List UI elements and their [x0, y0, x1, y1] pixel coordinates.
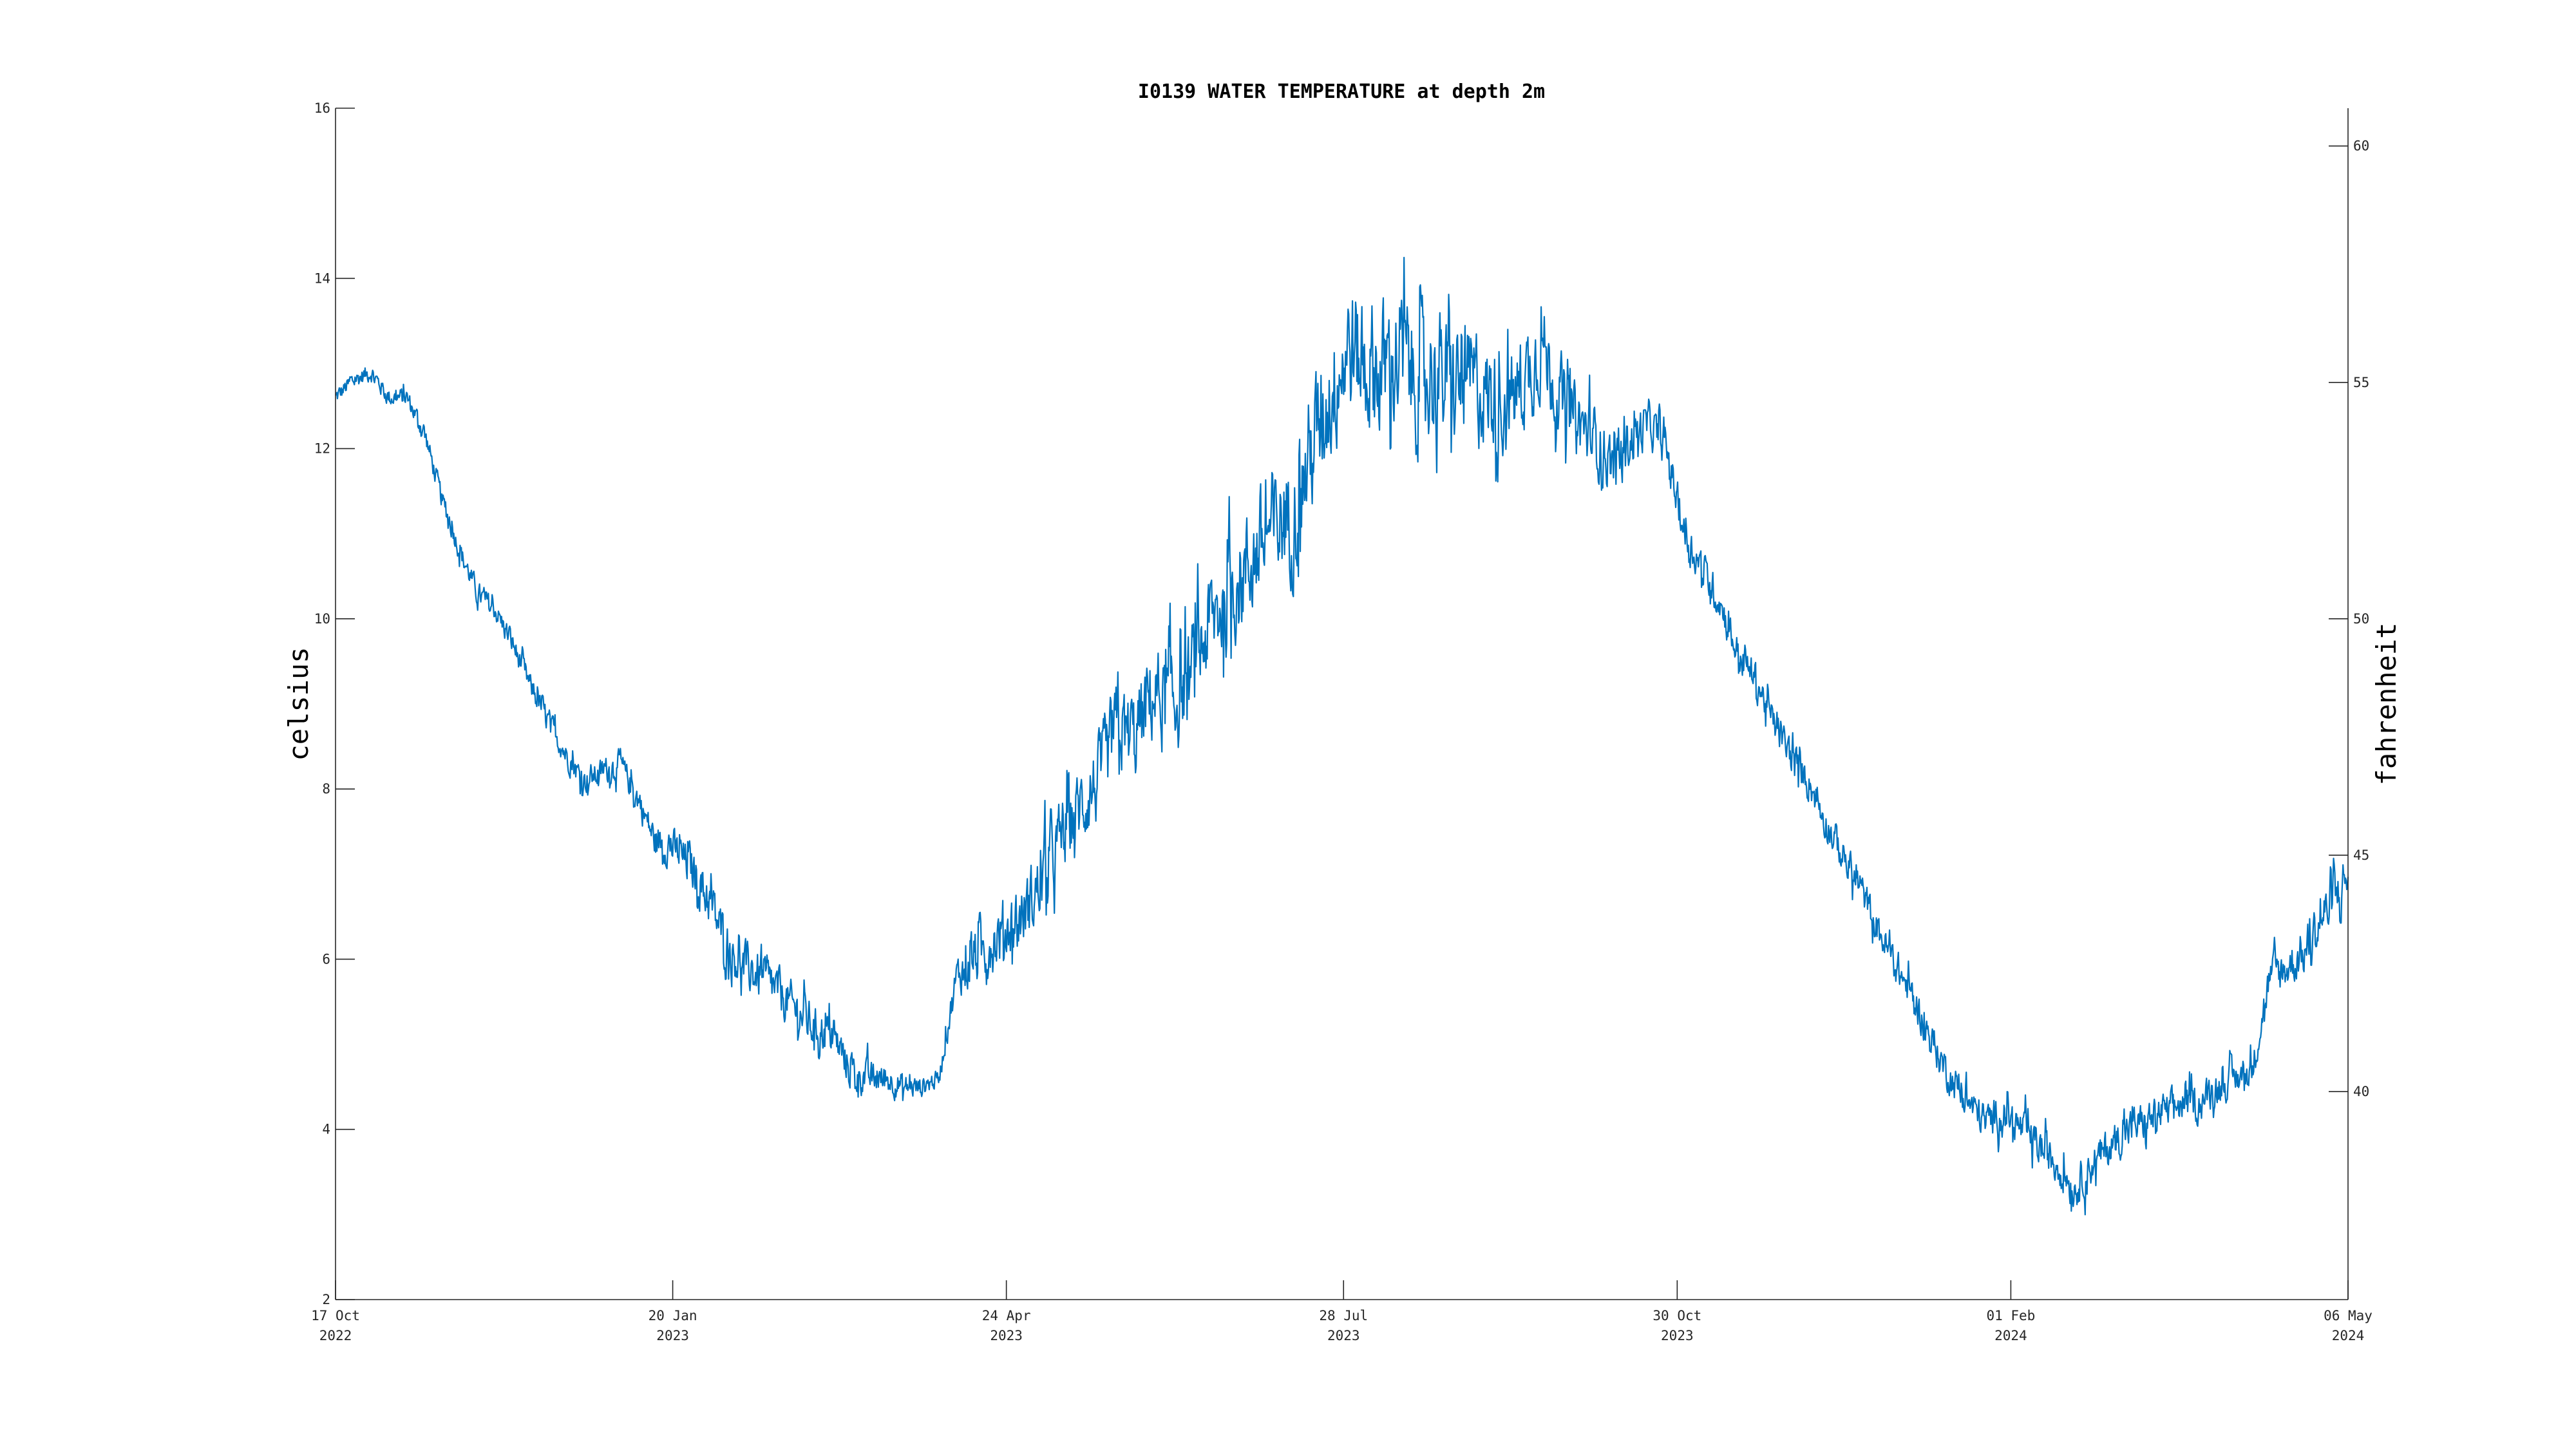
y-tick-label: 16 — [314, 100, 330, 116]
x-tick-year-label: 2023 — [1327, 1328, 1360, 1343]
x-tick-year-label: 2024 — [1994, 1328, 2027, 1343]
left-y-axis: 2 4 6 8 10 12 14 16 — [314, 100, 355, 1307]
right-y-axis: 40 45 50 55 60 — [2329, 138, 2369, 1099]
y-tick-label: 8 — [322, 781, 330, 797]
x-tick-label: 24 Apr — [982, 1308, 1031, 1323]
y-tick-label: 10 — [314, 611, 330, 627]
x-tick-year-label: 2022 — [319, 1328, 352, 1343]
y2-tick-label: 60 — [2353, 138, 2369, 154]
plot-area — [335, 256, 2349, 1216]
x-tick-year-label: 2024 — [2332, 1328, 2365, 1343]
x-tick-year-label: 2023 — [1661, 1328, 1694, 1343]
x-tick-label: 20 Jan — [649, 1308, 697, 1323]
y2-tick-label: 40 — [2353, 1084, 2369, 1099]
y-tick-label: 12 — [314, 441, 330, 457]
x-tick-label: 28 Jul — [1319, 1308, 1368, 1323]
x-tick-year-label: 2023 — [990, 1328, 1023, 1343]
y2-axis-label: fahrenheit — [2371, 623, 2402, 786]
y2-tick-label: 55 — [2353, 375, 2369, 390]
y-tick-label: 14 — [314, 270, 330, 286]
y-tick-label: 4 — [322, 1122, 330, 1137]
x-tick-label: 17 Oct — [311, 1308, 360, 1323]
y2-tick-label: 45 — [2353, 848, 2369, 863]
y-tick-label: 6 — [322, 951, 330, 967]
x-tick-year-label: 2023 — [656, 1328, 689, 1343]
x-tick-label: 06 May — [2324, 1308, 2372, 1323]
temperature-series-line — [335, 256, 2349, 1216]
y-axis-label: celsius — [283, 647, 314, 761]
chart-title: I0139 WATER TEMPERATURE at depth 2m — [1138, 80, 1545, 103]
x-tick-label: 30 Oct — [1653, 1308, 1701, 1323]
y-tick-label: 2 — [322, 1292, 330, 1307]
x-axis: 17 Oct 2022 20 Jan 2023 24 Apr 2023 28 Jul 2023… — [311, 1280, 2372, 1343]
x-tick-label: 01 Feb — [1986, 1308, 2035, 1323]
y2-tick-label: 50 — [2353, 611, 2369, 627]
